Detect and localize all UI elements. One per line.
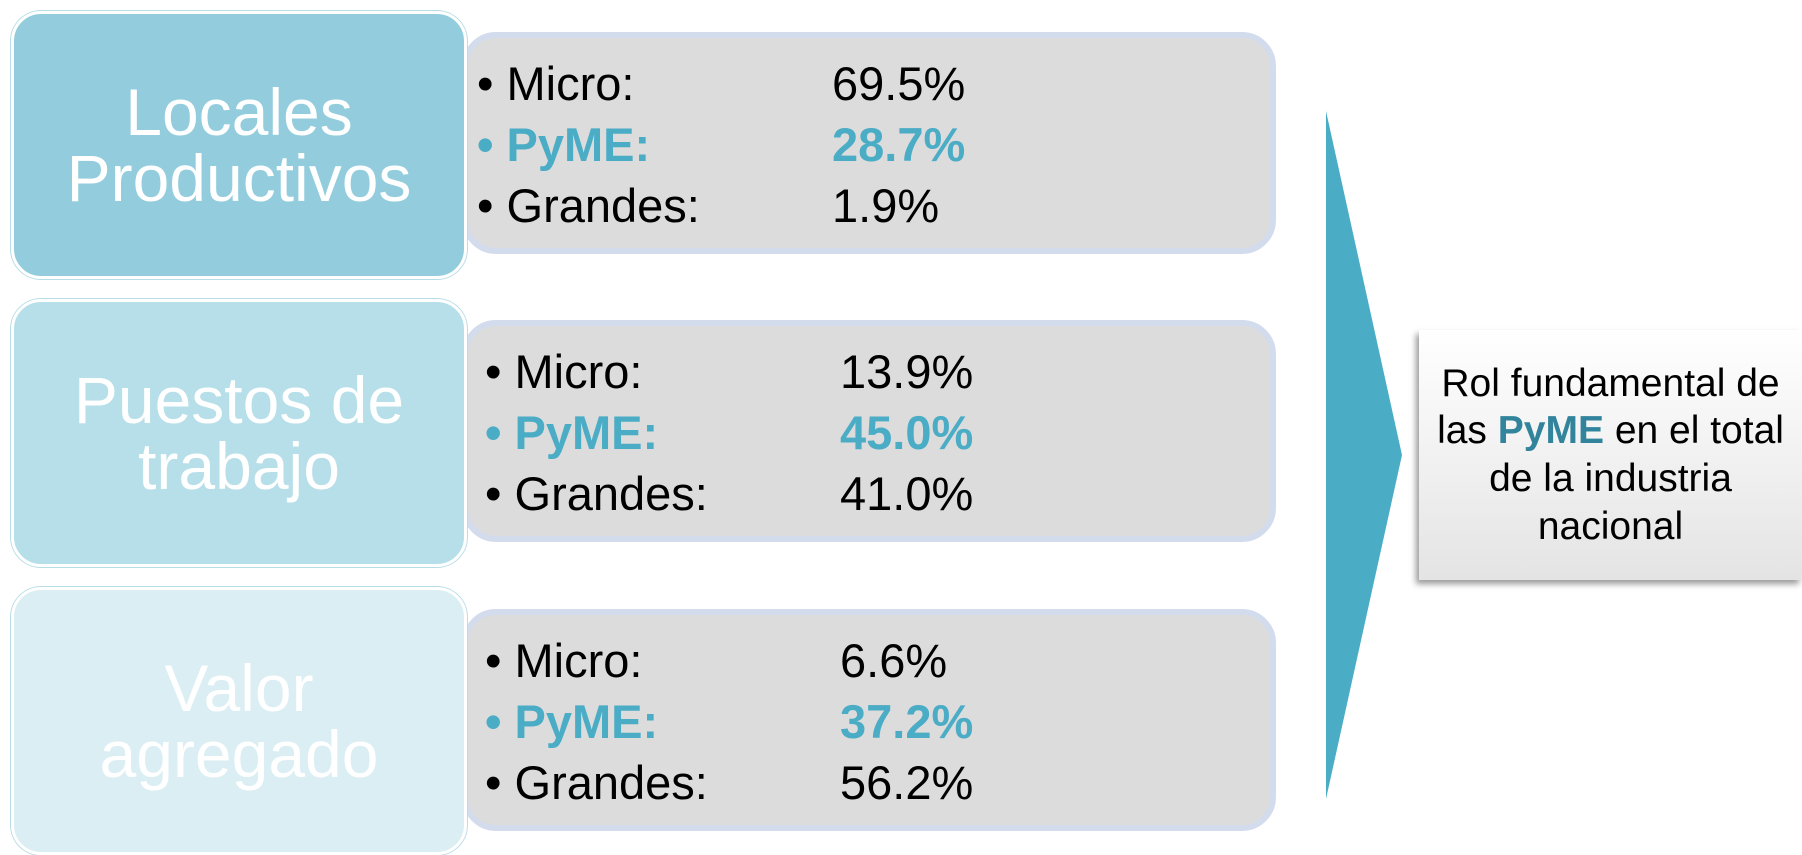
item-row: • PyME: 28.7% bbox=[477, 121, 1257, 171]
item-row: • Micro: 69.5% bbox=[477, 60, 1257, 110]
item-value: 28.7% bbox=[832, 118, 966, 171]
item-label: • Grandes: bbox=[485, 759, 708, 806]
item-label-text: Micro: bbox=[514, 634, 643, 687]
item-label: • PyME: bbox=[477, 121, 650, 168]
item-label: • Micro: bbox=[485, 348, 642, 395]
bullet: • bbox=[485, 756, 515, 809]
item-label: • PyME: bbox=[485, 698, 658, 745]
item-label-text: PyME: bbox=[514, 695, 659, 748]
group-title: Valor agregado bbox=[11, 587, 467, 855]
bullet: • bbox=[485, 695, 515, 748]
conclusion-highlight: PyME bbox=[1497, 409, 1604, 453]
bullet: • bbox=[485, 406, 515, 459]
item-row: • Grandes: 56.2% bbox=[485, 759, 1265, 809]
item-row: • Grandes: 1.9% bbox=[477, 182, 1257, 232]
item-value: 41.0% bbox=[840, 467, 974, 520]
conclusion-before: Rol fundamental de las bbox=[1437, 361, 1780, 453]
item-label: • PyME: bbox=[485, 409, 658, 456]
item-row: • Micro: 13.9% bbox=[485, 348, 1265, 398]
item-value: 13.9% bbox=[840, 345, 974, 398]
arrow bbox=[1326, 111, 1402, 799]
group-title: Locales Productivos bbox=[11, 11, 467, 279]
item-value: 45.0% bbox=[840, 406, 974, 459]
item-label-text: Grandes: bbox=[506, 179, 700, 232]
item-label: • Grandes: bbox=[485, 470, 708, 517]
values-panel bbox=[462, 320, 1276, 542]
item-value: 37.2% bbox=[840, 695, 974, 748]
item-label-text: Grandes: bbox=[514, 467, 708, 520]
item-label-text: PyME: bbox=[506, 118, 651, 171]
item-label-text: Grandes: bbox=[514, 756, 708, 809]
item-value: 1.9% bbox=[832, 179, 940, 232]
item-label-text: Micro: bbox=[506, 57, 635, 110]
bullet: • bbox=[485, 634, 515, 687]
item-value: 6.6% bbox=[840, 634, 948, 687]
bullet: • bbox=[477, 118, 507, 171]
conclusion-after: en el total de la industria nacional bbox=[1489, 409, 1784, 548]
conclusion-text: Rol fundamental de las PyME en el total … bbox=[1419, 360, 1802, 550]
bullet: • bbox=[485, 467, 515, 520]
item-label: • Micro: bbox=[477, 60, 634, 107]
item-label: • Micro: bbox=[485, 637, 642, 684]
item-row: • PyME: 37.2% bbox=[485, 698, 1265, 748]
conclusion-box: Rol fundamental de las PyME en el total … bbox=[1419, 330, 1802, 580]
item-label-text: PyME: bbox=[514, 406, 659, 459]
item-value: 69.5% bbox=[832, 57, 966, 110]
values-panel bbox=[462, 609, 1276, 831]
item-value: 56.2% bbox=[840, 756, 974, 809]
group-title: Puestos de trabajo bbox=[11, 299, 467, 567]
item-label: • Grandes: bbox=[477, 182, 700, 229]
item-label-text: Micro: bbox=[514, 345, 643, 398]
bullet: • bbox=[477, 179, 507, 232]
item-row: • Micro: 6.6% bbox=[485, 637, 1265, 687]
item-row: • PyME: 45.0% bbox=[485, 409, 1265, 459]
bullet: • bbox=[477, 57, 507, 110]
item-row: • Grandes: 41.0% bbox=[485, 470, 1265, 520]
bullet: • bbox=[485, 345, 515, 398]
